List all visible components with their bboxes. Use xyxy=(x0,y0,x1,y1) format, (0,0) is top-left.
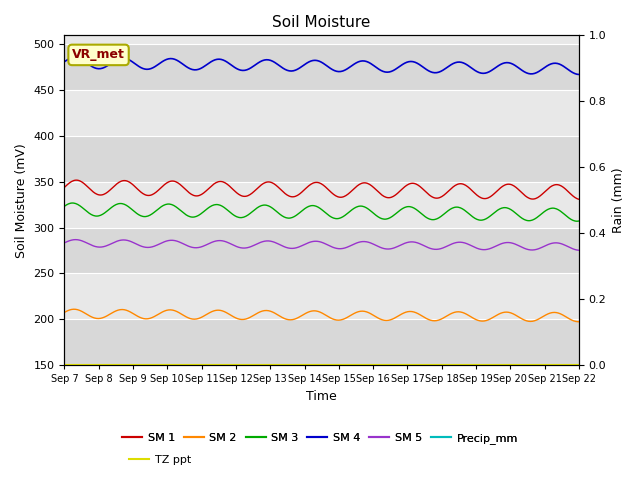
Bar xyxy=(65,136,579,182)
Bar xyxy=(65,228,579,274)
Bar xyxy=(65,182,579,228)
Text: VR_met: VR_met xyxy=(72,48,125,61)
Bar xyxy=(65,274,579,319)
Legend: TZ ppt: TZ ppt xyxy=(125,451,195,469)
Bar xyxy=(65,45,579,90)
Bar xyxy=(65,90,579,136)
X-axis label: Time: Time xyxy=(307,390,337,403)
Y-axis label: Rain (mm): Rain (mm) xyxy=(612,168,625,233)
Title: Soil Moisture: Soil Moisture xyxy=(273,15,371,30)
Y-axis label: Soil Moisture (mV): Soil Moisture (mV) xyxy=(15,143,28,258)
Bar xyxy=(65,319,579,365)
Legend: SM 1, SM 2, SM 3, SM 4, SM 5, Precip_mm: SM 1, SM 2, SM 3, SM 4, SM 5, Precip_mm xyxy=(118,428,522,448)
Bar xyxy=(65,36,579,45)
